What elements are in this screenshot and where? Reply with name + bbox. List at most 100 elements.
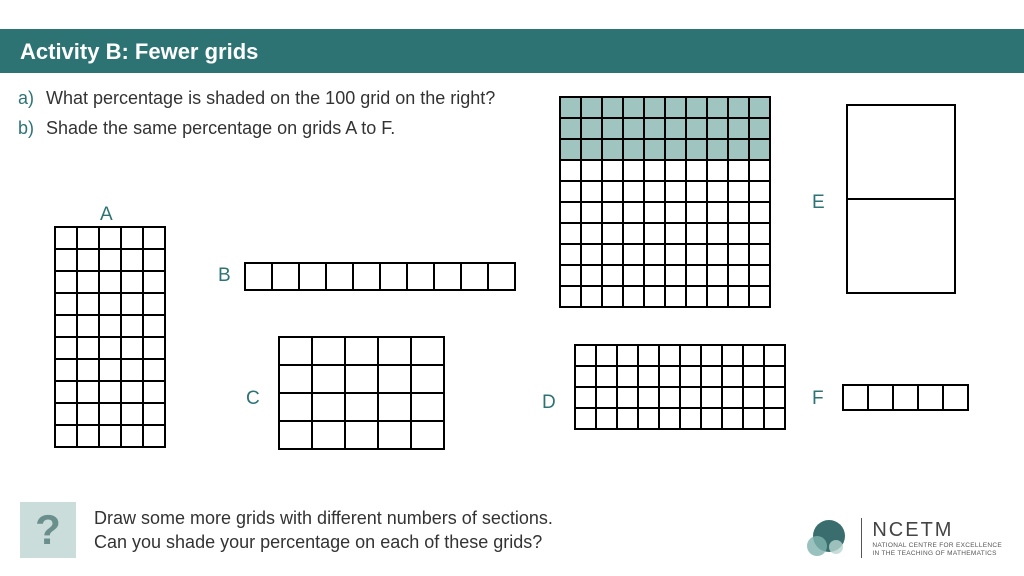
grid-cell: [55, 315, 77, 337]
question-letter: a): [18, 86, 46, 110]
grid-cell: [623, 118, 644, 139]
grid-cell: [143, 315, 165, 337]
question-letter: b): [18, 116, 46, 140]
grid-cell: [638, 366, 659, 387]
grid-cell: [707, 97, 728, 118]
grid-cell: [680, 408, 701, 429]
grid-cell: [602, 97, 623, 118]
grid-cell: [686, 202, 707, 223]
grid-cell: [686, 223, 707, 244]
grid-cell: [575, 366, 596, 387]
grid-cell: [749, 244, 770, 265]
grid-cell: [279, 393, 312, 421]
grid-cell: [728, 223, 749, 244]
grid-cell: [560, 223, 581, 244]
grid-cell: [143, 381, 165, 403]
grid-cell: [943, 385, 968, 410]
grid-cell: [722, 387, 743, 408]
grid-cell: [77, 249, 99, 271]
grid: [244, 262, 516, 291]
grid-cell: [353, 263, 380, 290]
grid-cell: [602, 160, 623, 181]
grid-cell: [581, 181, 602, 202]
grid-cell: [617, 366, 638, 387]
grid-cell: [143, 271, 165, 293]
grid-cell: [99, 227, 121, 249]
grid-cell: [461, 263, 488, 290]
grid-cell: [686, 118, 707, 139]
grid-cell: [764, 387, 785, 408]
grid-cell: [659, 387, 680, 408]
grid-cell: [560, 202, 581, 223]
logo-sub-2: IN THE TEACHING OF MATHEMATICS: [872, 550, 1002, 558]
grid-cell: [749, 286, 770, 307]
grid-cell: [602, 223, 623, 244]
grid-cell: [143, 337, 165, 359]
grid-cell: [623, 244, 644, 265]
grid-cell: [665, 181, 686, 202]
grid-cell: [380, 263, 407, 290]
grid-cell: [847, 199, 955, 293]
grid-cell: [617, 408, 638, 429]
grid: [842, 384, 969, 411]
grid-cell: [596, 408, 617, 429]
grid-cell: [743, 345, 764, 366]
grid-cell: [99, 249, 121, 271]
grid-cell: [411, 421, 444, 449]
grid-cell: [99, 315, 121, 337]
grid-cell: [644, 244, 665, 265]
grid-cell: [707, 181, 728, 202]
grid-cell: [623, 265, 644, 286]
grid-cell: [581, 160, 602, 181]
grid-cell: [749, 181, 770, 202]
grid-cell: [623, 139, 644, 160]
grid-cell: [728, 265, 749, 286]
grid-cell: [743, 366, 764, 387]
grid-cell: [121, 403, 143, 425]
grid-cell: [602, 244, 623, 265]
grid-cell: [665, 118, 686, 139]
grid-cell: [665, 202, 686, 223]
grid-cell: [623, 97, 644, 118]
grid-cell: [847, 105, 955, 199]
grid-cell: [279, 337, 312, 365]
grid-cell: [312, 337, 345, 365]
grid-cell: [596, 387, 617, 408]
grid-cell: [55, 249, 77, 271]
footer-line-2: Can you shade your percentage on each of…: [94, 530, 553, 554]
grid-cell: [99, 381, 121, 403]
grid-cell: [623, 223, 644, 244]
grid-cell: [638, 387, 659, 408]
grid-cell: [665, 97, 686, 118]
grid-cell: [764, 345, 785, 366]
grid-cell: [581, 139, 602, 160]
grid-cell: [659, 366, 680, 387]
grid-cell: [707, 202, 728, 223]
grid-label-e: E: [812, 192, 825, 214]
logo-sub-1: NATIONAL CENTRE FOR EXCELLENCE: [872, 542, 1002, 550]
grid-cell: [378, 393, 411, 421]
grid-cell: [279, 421, 312, 449]
grid-cell: [488, 263, 515, 290]
grid-cell: [680, 387, 701, 408]
grid-cell: [680, 366, 701, 387]
grid-cell: [665, 244, 686, 265]
grid-cell: [581, 223, 602, 244]
grid-cell: [728, 160, 749, 181]
grid-cell: [312, 365, 345, 393]
grid-cell: [623, 202, 644, 223]
grid-cell: [121, 315, 143, 337]
grid-cell: [121, 425, 143, 447]
grid-cell: [638, 408, 659, 429]
grid-cell: [749, 139, 770, 160]
footer: ? Draw some more grids with different nu…: [20, 502, 553, 558]
grid-cell: [644, 265, 665, 286]
grid-cell: [560, 181, 581, 202]
grid-cell: [77, 425, 99, 447]
grid-cell: [55, 381, 77, 403]
grid: [846, 104, 956, 294]
grid-cell: [749, 223, 770, 244]
grid-cell: [99, 359, 121, 381]
grid-cell: [743, 387, 764, 408]
grid-cell: [707, 118, 728, 139]
